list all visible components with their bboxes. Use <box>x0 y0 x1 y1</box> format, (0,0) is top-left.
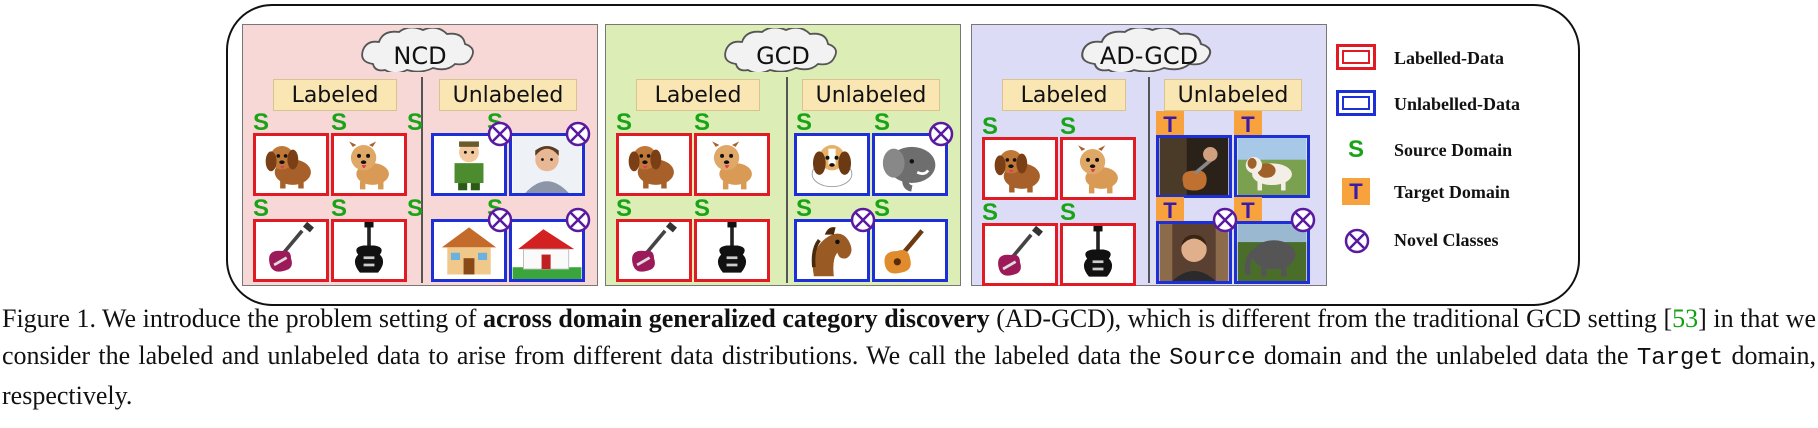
legend-label: Labelled-Data <box>1394 48 1504 68</box>
novel-class-icon <box>850 207 876 233</box>
image-tile-dog <box>616 133 692 196</box>
legend-label: Unlabelled-Data <box>1394 94 1520 114</box>
image-tile-beagle <box>794 133 870 196</box>
image-tile-photo-elephant <box>1234 221 1310 284</box>
panel-gcd: GCD Labeled Unlabeled S S S S S S S S <box>605 24 961 286</box>
source-mark: S <box>694 195 711 222</box>
figure-caption: Figure 1. We introduce the problem setti… <box>2 300 1816 414</box>
image-tile-photo-guitar <box>1156 135 1232 198</box>
novel-class-icon <box>1290 207 1316 233</box>
image-tile-guitar <box>1060 223 1136 286</box>
novel-class-icon <box>1212 207 1238 233</box>
citation-link[interactable]: 53 <box>1672 304 1699 333</box>
source-mark: S <box>616 109 633 136</box>
cloud-title-gcd: GCD <box>718 28 848 72</box>
source-mark: S <box>1348 136 1365 163</box>
caption-middle: (AD-GCD), which is different from the tr… <box>989 304 1673 333</box>
source-mark: S <box>331 109 348 136</box>
image-tile-guitar <box>253 219 329 282</box>
source-mark: S <box>616 195 633 222</box>
novel-class-icon <box>1344 228 1370 254</box>
image-tile-house <box>431 219 507 282</box>
unlabeled-label: Unlabeled <box>802 79 940 111</box>
caption-bold: across domain generalized category disco… <box>482 304 990 333</box>
unlabeled-label: Unlabeled <box>439 79 577 111</box>
legend-label: Source Domain <box>1394 140 1513 160</box>
caption-prefix: Figure 1. We introduce the problem setti… <box>2 304 483 333</box>
caption-after-cite: ] in that we consider the labeled and un… <box>2 304 1816 370</box>
cloud-title-adgcd: AD-GCD <box>1074 28 1224 72</box>
image-tile-guitar <box>982 223 1058 286</box>
panel-title: NCD <box>393 42 447 70</box>
image-tile-guitar <box>872 219 948 282</box>
target-mark: T <box>1234 197 1262 224</box>
novel-class-icon <box>565 207 591 233</box>
panel-title: AD-GCD <box>1099 42 1199 70</box>
image-tile-guitar <box>694 219 770 282</box>
source-mark: S <box>982 199 999 226</box>
panel-adgcd: AD-GCD Labeled Unlabeled S S T T S S T T <box>971 24 1327 286</box>
caption-between: domain and the unlabeled data the <box>1255 341 1637 370</box>
panel-divider <box>1148 77 1150 283</box>
source-mark: S <box>982 113 999 140</box>
image-tile-dog <box>982 137 1058 200</box>
labeled-label: Labeled <box>636 79 760 111</box>
caption-suffix: domain, respectively. <box>2 341 1816 410</box>
source-mark: S <box>331 195 348 222</box>
novel-class-icon <box>487 207 513 233</box>
source-mark: S <box>253 109 270 136</box>
source-mark: S <box>694 109 711 136</box>
target-mark: T <box>1156 111 1184 138</box>
source-mark: S <box>874 109 891 136</box>
caption-source-word: Source <box>1169 345 1256 372</box>
cloud-title-ncd: NCD <box>355 28 485 72</box>
target-mark: T <box>1342 178 1370 205</box>
source-mark: S <box>796 109 813 136</box>
caption-target-word: Target <box>1636 345 1724 372</box>
panel-ncd: NCD Labeled Unlabeled S S S S S S S S <box>242 24 598 286</box>
labeled-label: Labeled <box>1002 79 1126 111</box>
target-mark: T <box>1156 197 1184 224</box>
source-mark: S <box>1060 113 1077 140</box>
source-mark: S <box>407 195 424 222</box>
source-mark: S <box>874 195 891 222</box>
legend-swatch-blue <box>1336 90 1376 116</box>
image-tile-photo-person <box>1156 221 1232 284</box>
image-tile-dog <box>1060 137 1136 200</box>
source-mark: S <box>407 109 424 136</box>
panel-divider <box>421 77 423 283</box>
panel-title: GCD <box>756 42 810 70</box>
legend-label: Target Domain <box>1394 182 1510 202</box>
panel-divider <box>786 77 788 283</box>
image-tile-photo-dog <box>1234 135 1310 198</box>
image-tile-guitar <box>616 219 692 282</box>
unlabeled-label: Unlabeled <box>1164 79 1302 111</box>
novel-class-icon <box>487 121 513 147</box>
target-mark: T <box>1234 111 1262 138</box>
source-mark: S <box>253 195 270 222</box>
novel-class-icon <box>565 121 591 147</box>
image-tile-dog <box>331 133 407 196</box>
novel-class-icon <box>928 121 954 147</box>
image-tile-dog <box>694 133 770 196</box>
source-mark: S <box>1060 199 1077 226</box>
source-mark: S <box>796 195 813 222</box>
legend-label: Novel Classes <box>1394 230 1499 250</box>
image-tile-dog <box>253 133 329 196</box>
image-tile-guitar <box>331 219 407 282</box>
labeled-label: Labeled <box>273 79 397 111</box>
legend-swatch-red <box>1336 44 1376 70</box>
